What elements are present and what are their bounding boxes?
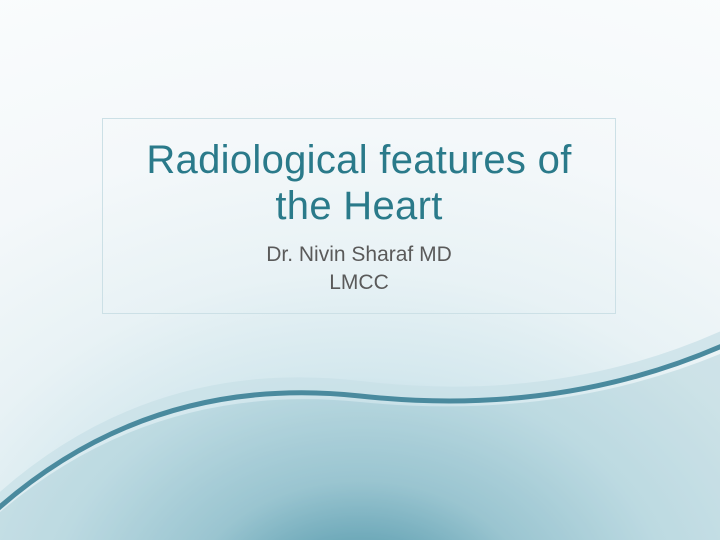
wave-fill bbox=[0, 336, 720, 540]
slide-subtitle: Dr. Nivin Sharaf MD LMCC bbox=[123, 241, 595, 298]
wave-outer-stroke bbox=[0, 320, 720, 520]
wave-inner-stroke bbox=[0, 328, 720, 525]
subtitle-line-2: LMCC bbox=[123, 269, 595, 297]
subtitle-line-1: Dr. Nivin Sharaf MD bbox=[123, 241, 595, 269]
title-box: Radiological features of the Heart Dr. N… bbox=[102, 118, 616, 314]
wave-decoration bbox=[0, 310, 720, 540]
slide-title: Radiological features of the Heart bbox=[123, 137, 595, 229]
